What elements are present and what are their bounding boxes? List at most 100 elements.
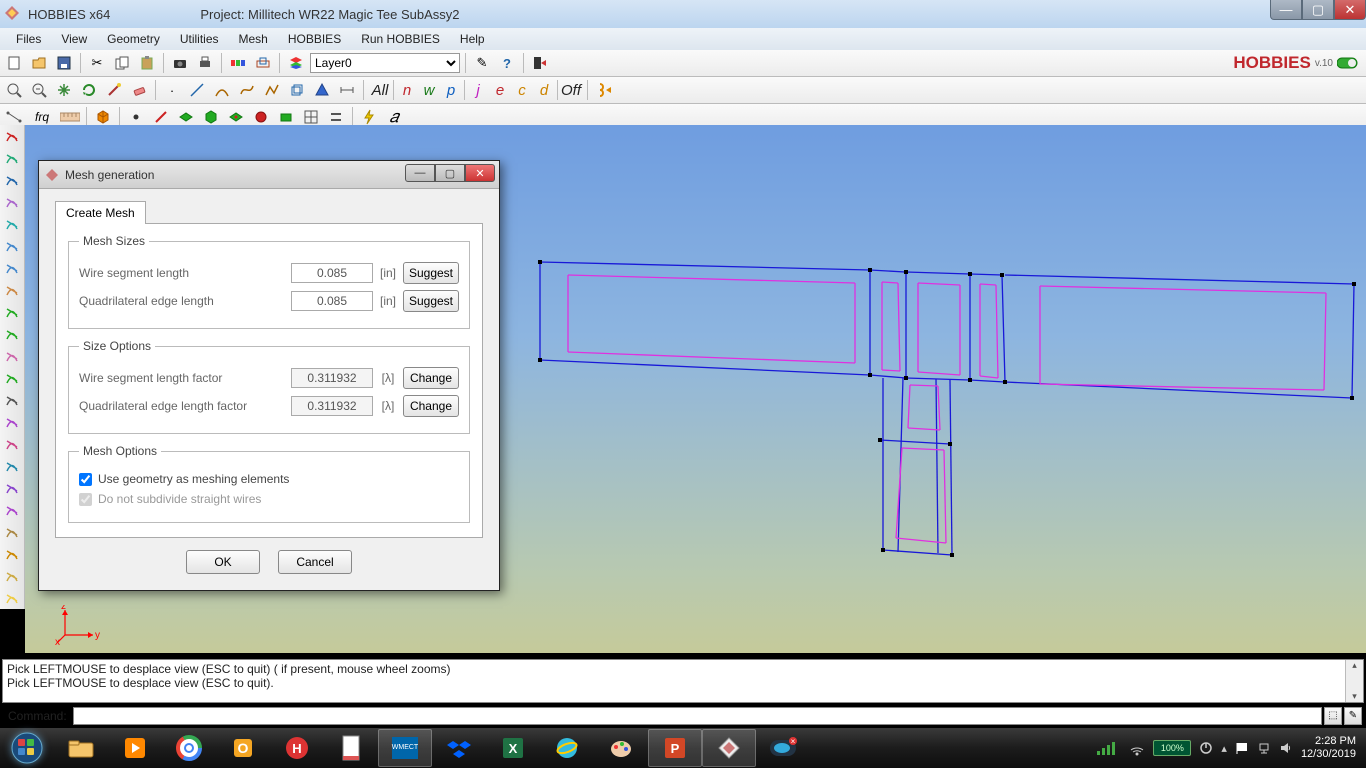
task-paint[interactable]	[594, 729, 648, 767]
filter-d-button[interactable]: d	[533, 79, 555, 101]
print-icon[interactable]	[194, 52, 216, 74]
new-icon[interactable]	[3, 52, 25, 74]
color-palette-icon[interactable]	[227, 52, 249, 74]
close-button[interactable]: ✕	[1334, 0, 1366, 20]
run-icon[interactable]	[593, 79, 615, 101]
left-tool-15[interactable]	[0, 455, 23, 477]
menu-view[interactable]: View	[51, 30, 97, 48]
left-tool-4[interactable]	[0, 213, 23, 235]
copy-icon[interactable]	[111, 52, 133, 74]
tab-create-mesh[interactable]: Create Mesh	[55, 201, 146, 224]
task-powerpoint[interactable]: P	[648, 729, 702, 767]
dialog-close-button[interactable]: ✕	[465, 164, 495, 182]
left-tool-6[interactable]	[0, 257, 23, 279]
task-app-car[interactable]: ×	[756, 729, 810, 767]
task-hobbies[interactable]	[702, 729, 756, 767]
left-tool-20[interactable]	[0, 565, 23, 587]
dimension-icon[interactable]	[336, 79, 358, 101]
left-tool-1[interactable]	[0, 147, 23, 169]
maximize-button[interactable]: ▢	[1302, 0, 1334, 20]
left-tool-16[interactable]	[0, 477, 23, 499]
shape-icon[interactable]	[252, 52, 274, 74]
task-explorer[interactable]	[54, 729, 108, 767]
layer-select[interactable]: Layer0	[310, 53, 460, 73]
task-media[interactable]	[108, 729, 162, 767]
left-tool-3[interactable]	[0, 191, 23, 213]
task-ie[interactable]	[540, 729, 594, 767]
exit-icon[interactable]	[529, 52, 551, 74]
cmd-icon-1[interactable]: ⬚	[1324, 707, 1342, 725]
log-scrollbar[interactable]: ▴▾	[1345, 660, 1363, 702]
filter-n-button[interactable]: n	[396, 79, 418, 101]
save-icon[interactable]	[53, 52, 75, 74]
left-tool-13[interactable]	[0, 411, 23, 433]
wire-seg-input[interactable]	[291, 263, 373, 283]
task-outlook[interactable]: O	[216, 729, 270, 767]
left-tool-18[interactable]	[0, 521, 23, 543]
minimize-button[interactable]: —	[1270, 0, 1302, 20]
zoom-icon[interactable]	[28, 79, 50, 101]
camera-icon[interactable]	[169, 52, 191, 74]
left-tool-21[interactable]	[0, 587, 23, 609]
menu-utilities[interactable]: Utilities	[170, 30, 229, 48]
edit-icon[interactable]: ✎	[471, 52, 493, 74]
paste-icon[interactable]	[136, 52, 158, 74]
help-icon[interactable]: ?	[496, 52, 518, 74]
left-tool-5[interactable]	[0, 235, 23, 257]
task-excel[interactable]: X	[486, 729, 540, 767]
suggest-wire-button[interactable]: Suggest	[403, 262, 459, 284]
task-dropbox[interactable]	[432, 729, 486, 767]
filter-all-button[interactable]: All	[369, 79, 391, 101]
cone-icon[interactable]	[311, 79, 333, 101]
left-tool-12[interactable]	[0, 389, 23, 411]
menu-geometry[interactable]: Geometry	[97, 30, 170, 48]
filter-j-button[interactable]: j	[467, 79, 489, 101]
tray-chevron-icon[interactable]: ▴	[1221, 742, 1227, 755]
task-chrome[interactable]	[162, 729, 216, 767]
command-input[interactable]	[73, 707, 1322, 725]
left-tool-9[interactable]	[0, 323, 23, 345]
point-icon[interactable]: ·	[161, 79, 183, 101]
change-quad-button[interactable]: Change	[403, 395, 459, 417]
box-icon[interactable]	[286, 79, 308, 101]
dialog-minimize-button[interactable]: —	[405, 164, 435, 182]
filter-w-button[interactable]: w	[418, 79, 440, 101]
suggest-quad-button[interactable]: Suggest	[403, 290, 459, 312]
menu-hobbies[interactable]: HOBBIES	[278, 30, 351, 48]
curve-icon[interactable]	[236, 79, 258, 101]
open-icon[interactable]	[28, 52, 50, 74]
left-tool-17[interactable]	[0, 499, 23, 521]
polyline-icon[interactable]	[261, 79, 283, 101]
filter-e-button[interactable]: e	[489, 79, 511, 101]
dialog-titlebar[interactable]: Mesh generation — ▢ ✕	[39, 161, 499, 189]
start-button[interactable]	[0, 728, 54, 768]
left-tool-0[interactable]	[0, 125, 23, 147]
layers-icon[interactable]	[285, 52, 307, 74]
left-tool-8[interactable]	[0, 301, 23, 323]
task-app-sheet[interactable]	[324, 729, 378, 767]
left-tool-11[interactable]	[0, 367, 23, 389]
menu-help[interactable]: Help	[450, 30, 495, 48]
menu-run-hobbies[interactable]: Run HOBBIES	[351, 30, 450, 48]
menu-mesh[interactable]: Mesh	[229, 30, 278, 48]
left-tool-10[interactable]	[0, 345, 23, 367]
zoom-extents-icon[interactable]	[3, 79, 25, 101]
cmd-icon-2[interactable]: ✎	[1344, 707, 1362, 725]
filter-p-button[interactable]: p	[440, 79, 462, 101]
menu-files[interactable]: Files	[6, 30, 51, 48]
cancel-button[interactable]: Cancel	[278, 550, 352, 574]
wand-icon[interactable]	[103, 79, 125, 101]
line-icon[interactable]	[186, 79, 208, 101]
quad-edge-input[interactable]	[291, 291, 373, 311]
left-tool-2[interactable]	[0, 169, 23, 191]
task-app-red[interactable]: H	[270, 729, 324, 767]
pan-icon[interactable]	[53, 79, 75, 101]
filter-c-button[interactable]: c	[511, 79, 533, 101]
left-tool-14[interactable]	[0, 433, 23, 455]
clock[interactable]: 2:28 PM 12/30/2019	[1301, 735, 1356, 761]
left-tool-7[interactable]	[0, 279, 23, 301]
left-tool-19[interactable]	[0, 543, 23, 565]
filter-off-button[interactable]: Off	[560, 79, 582, 101]
change-wire-button[interactable]: Change	[403, 367, 459, 389]
geom-elements-checkbox[interactable]	[79, 473, 92, 486]
